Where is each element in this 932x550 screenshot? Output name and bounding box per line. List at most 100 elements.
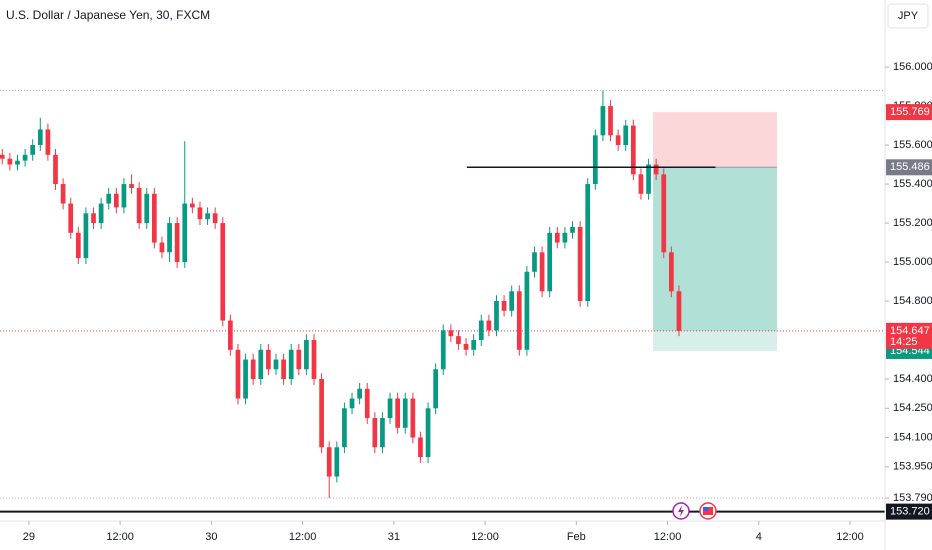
candle-body [296, 349, 302, 370]
candle-body [486, 320, 492, 331]
candle-body [0, 154, 5, 159]
candle-body [547, 232, 553, 292]
candle-body [113, 193, 119, 208]
candle-body [190, 203, 195, 208]
candle-body [121, 184, 127, 208]
candle-body [380, 418, 385, 448]
candle-body [258, 349, 264, 380]
candle-body [509, 291, 515, 311]
stop-price-label: 155.769 [890, 106, 930, 118]
candle-body [524, 271, 530, 350]
candle-body [501, 301, 507, 311]
y-tick-label: 153.950 [893, 461, 932, 473]
candle-body [456, 336, 461, 344]
x-tick-label: 12:00 [654, 531, 682, 543]
candle-body [418, 437, 423, 458]
candle-body [174, 223, 180, 263]
y-tick-label: 154.100 [893, 431, 932, 443]
candle-body [577, 226, 583, 302]
chart-title: U.S. Dollar / Japanese Yen, 30, FXCM [6, 8, 210, 22]
candle-body [372, 418, 378, 448]
y-tick-label: 154.400 [893, 373, 932, 385]
candle-body [395, 398, 400, 428]
candle-body [91, 213, 96, 224]
x-tick-label: 30 [205, 531, 217, 543]
y-tick-label: 153.790 [893, 492, 932, 504]
candle-body [136, 187, 142, 224]
last-price-badge [886, 322, 932, 349]
candle-body [608, 106, 613, 136]
candle-body [402, 398, 408, 428]
candle-body [554, 232, 560, 243]
candle-body [433, 369, 439, 409]
candle-body [273, 359, 279, 370]
candle-body [205, 213, 210, 220]
candle-body [212, 213, 218, 224]
candle-body [37, 129, 43, 146]
candle-body [129, 184, 134, 188]
candle-body [440, 330, 446, 370]
x-tick-label: Feb [567, 531, 586, 543]
position-tool [653, 112, 778, 351]
ray-price-label: 153.720 [890, 506, 930, 518]
candle-body [167, 223, 172, 253]
candle-body [60, 184, 66, 204]
candle-body [326, 447, 332, 477]
y-tick-label: 155.200 [893, 217, 932, 229]
candle-body [387, 398, 393, 419]
candle-body [585, 184, 591, 302]
candle-body [410, 398, 416, 438]
candle-body [471, 340, 477, 350]
candle-body [600, 106, 606, 136]
candle-body [623, 125, 629, 146]
x-tick-label: 29 [23, 531, 35, 543]
candle-body [98, 203, 104, 224]
candle-body [304, 340, 309, 370]
x-tick-label: 4 [756, 531, 762, 543]
entry-price-badge [886, 159, 932, 176]
last-price-label: 154.647 [890, 325, 930, 337]
candle-body [159, 242, 165, 253]
candle-body [357, 388, 362, 399]
candle-body [228, 320, 233, 350]
candle-body [463, 343, 469, 350]
candle-body [334, 447, 340, 477]
candle-body [7, 158, 13, 165]
y-tick-label: 155.600 [893, 139, 932, 151]
candle-body [630, 125, 636, 175]
candle-body [53, 154, 58, 185]
stop-price-badge [886, 104, 932, 121]
ray-price-badge [886, 503, 932, 520]
candle-body [106, 193, 112, 204]
candle-body [668, 252, 674, 292]
candle-body [661, 174, 667, 253]
y-tick-label: 154.250 [893, 402, 932, 414]
currency-button[interactable] [887, 3, 929, 29]
target-zone [653, 167, 778, 351]
candle-body [342, 408, 347, 448]
currency-label: JPY [898, 10, 919, 22]
candle-body [676, 291, 682, 331]
candle-body [539, 252, 545, 292]
event-icon-glyph [703, 507, 708, 511]
candle-body [182, 203, 188, 263]
target-zone-filled [653, 167, 778, 331]
x-tick-label: 12:00 [836, 531, 864, 543]
event-icons [672, 502, 717, 520]
x-tick-label: 12:00 [289, 531, 317, 543]
candle-body [532, 252, 537, 272]
y-tick-label: 154.800 [893, 295, 932, 307]
candle-body [30, 145, 36, 155]
candle-body [68, 203, 74, 233]
candle-body [220, 223, 226, 321]
candle-body [235, 349, 241, 399]
candle-body [151, 193, 157, 243]
candle-body [448, 330, 454, 337]
candle-body [425, 408, 431, 458]
candle-body [570, 226, 575, 233]
entry-price-label: 155.486 [890, 161, 930, 173]
candle-body [494, 301, 499, 331]
candle-body [250, 359, 256, 380]
axes: 156.000155.800155.600155.400155.200155.0… [23, 61, 932, 543]
x-tick-label: 12:00 [471, 531, 499, 543]
